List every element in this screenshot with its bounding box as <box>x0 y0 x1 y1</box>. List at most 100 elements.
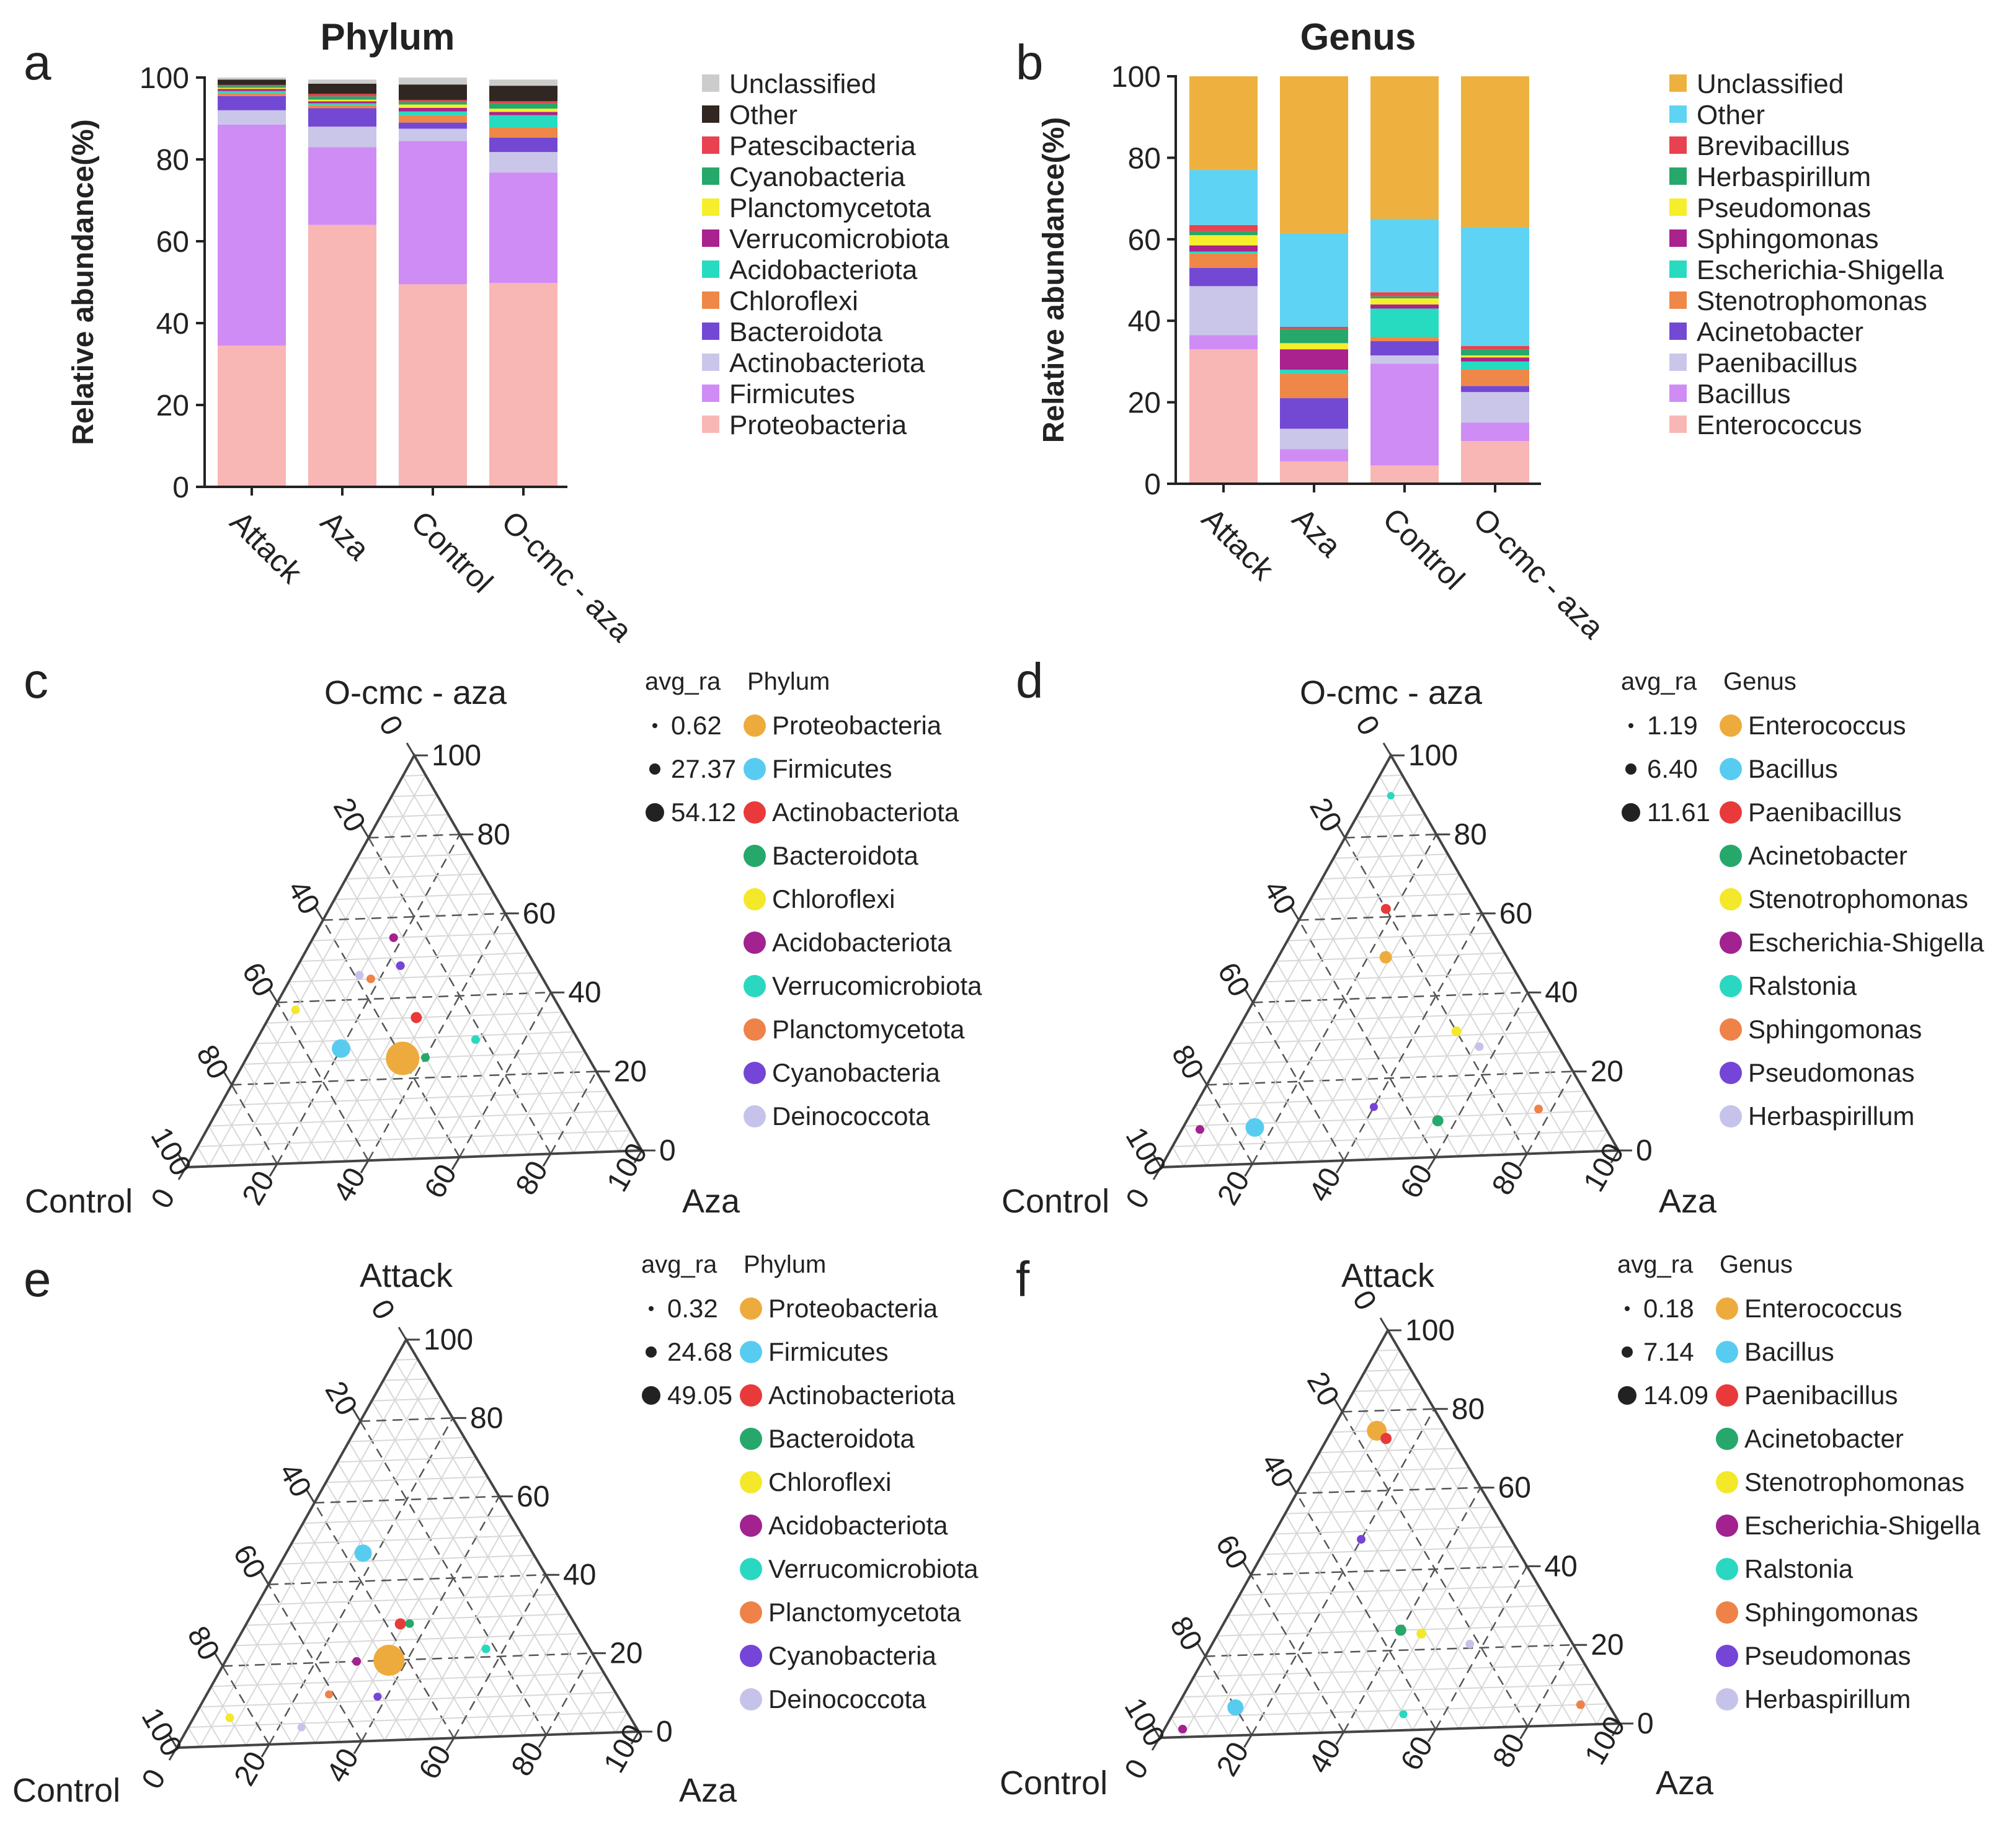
stacked-bar-chart-phylum: Phylum Relative abundance(%) 0 20 40 60 80 100 A… <box>67 16 949 648</box>
tick-label-top-axis: 80 <box>1452 1393 1485 1426</box>
data-point-acinetobacter <box>1395 1624 1406 1636</box>
grid-line-minor <box>245 1625 316 1743</box>
legend-label-proteobacteria: Proteobacteria <box>729 410 907 440</box>
color-legend-label-cyanobacteria: Cyanobacteria <box>768 1641 936 1670</box>
bar-segment-control-other <box>1370 218 1439 293</box>
grid-line-minor <box>394 1359 616 1733</box>
grid-line-minor <box>1183 775 1403 1167</box>
bar-segment-control-pseudomonas <box>1370 298 1439 305</box>
data-point-deinococcota <box>297 1723 306 1732</box>
bar-segment-o-cmc-aza-chloroflexi <box>489 127 557 138</box>
color-legend-dot-ralstonia <box>1720 975 1742 997</box>
grid-line-minor <box>1504 1625 1563 1728</box>
grid-line-minor <box>1238 1595 1321 1733</box>
bar-segment-control-firmicutes <box>399 141 467 285</box>
tick-mark-left-axis <box>260 1572 270 1585</box>
legend-swatch-bacillus <box>1669 385 1687 402</box>
grid-line-minor <box>326 1476 488 1484</box>
data-point-paenibacillus <box>1380 904 1391 914</box>
tick-label-top-axis: 0 <box>1636 1134 1653 1167</box>
grid-line-major <box>1295 1493 1437 1730</box>
tick-label-top-axis: 20 <box>1591 1056 1623 1088</box>
bar-segment-attack-verrucomicrobiota <box>218 89 286 91</box>
data-point-chloroflexi <box>291 1005 300 1015</box>
grid-line-minor <box>1356 814 1426 818</box>
legend-swatch-other <box>702 105 719 123</box>
color-legend-label-sphingomonas: Sphingomonas <box>1748 1015 1922 1044</box>
bar-segment-aza-acinetobacter <box>1280 398 1348 429</box>
bar-segment-attack-sphingomonas <box>1189 245 1258 252</box>
grid-line-major <box>222 1652 593 1667</box>
y-tick-label: 100 <box>140 62 189 95</box>
tick-mark-left-axis <box>214 1653 224 1667</box>
legend-label-escherichia-shigella: Escherichia-Shigella <box>1697 255 1944 285</box>
tick-label-right-axis: 40 <box>327 1162 373 1208</box>
grid-line-minor <box>1182 1350 1400 1738</box>
data-point-pseudomonas <box>1369 1103 1378 1111</box>
bar-segment-aza-enterococcus <box>1280 461 1348 484</box>
panel-label-c: c <box>24 653 48 708</box>
panel-label-f: f <box>1016 1252 1030 1307</box>
grid-line-minor <box>1264 972 1516 983</box>
size-legend-dot <box>652 723 657 728</box>
tick-label-right-axis: 0 <box>1119 1754 1155 1785</box>
grid-line-minor <box>371 1400 571 1735</box>
tick-label-left-axis: 0 <box>1349 710 1385 741</box>
bar-segment-o-cmc-aza-cyanobacteria <box>489 103 557 109</box>
color-legend-dot-pseudomonas <box>1720 1062 1742 1084</box>
tick-label-right-axis: 80 <box>1486 1155 1531 1201</box>
bar-segment-control-acinetobacter <box>1370 341 1439 356</box>
grid-line-minor <box>1262 1546 1516 1555</box>
tick-mark-right-axis <box>269 1163 278 1177</box>
data-point-cyanobacteria <box>396 961 405 971</box>
color-legend-dot-stenotrophomonas <box>1720 888 1742 910</box>
y-tick-label: 40 <box>156 308 189 340</box>
color-legend-dot-chloroflexi <box>744 888 766 910</box>
grid-line-major <box>1250 1574 1344 1733</box>
legend-label-actinobacteriota: Actinobacteriota <box>729 348 925 378</box>
grid-line-minor <box>1457 1012 1540 1157</box>
bar-segment-attack-acinetobacter <box>1189 267 1258 287</box>
color-legend-label-verrucomicrobiota: Verrucomicrobiota <box>772 971 982 1000</box>
bar-segment-attack-escherichia-shigella <box>1189 251 1258 254</box>
x-tick-label-control: Control <box>1376 501 1472 597</box>
color-legend-dot-paenibacillus <box>1720 801 1742 824</box>
bar-segment-o-cmc-aza-sphingomonas <box>1461 357 1529 362</box>
size-legend-value: 1.19 <box>1647 711 1698 740</box>
y-tick-label: 0 <box>1144 468 1161 501</box>
color-legend-title: Phylum <box>744 1251 826 1278</box>
grid-line-minor <box>1310 892 1471 901</box>
grid-line-minor <box>337 1456 476 1463</box>
legend-swatch-cyanobacteria <box>702 167 719 185</box>
grid-line-minor <box>390 933 518 1160</box>
panel-label-e: e <box>24 1252 51 1307</box>
legend-swatch-sphingomonas <box>1669 229 1687 247</box>
tick-label-left-axis: 100 <box>1117 1693 1171 1752</box>
tick-label-top-axis: 80 <box>470 1402 503 1435</box>
legend-label-bacillus: Bacillus <box>1697 379 1791 409</box>
y-tick-label: 80 <box>156 144 189 177</box>
tick-mark-left-axis <box>1336 825 1346 839</box>
color-legend-dot-cyanobacteria <box>744 1062 766 1084</box>
legend-swatch-acinetobacter <box>1669 323 1687 340</box>
grid-line-minor <box>188 1711 628 1728</box>
chart-title: Genus <box>1300 16 1416 58</box>
bar-segment-control-chloroflexi <box>399 115 467 123</box>
tick-label-right-axis: 80 <box>1486 1728 1532 1773</box>
bar-segment-o-cmc-aza-verrucomicrobiota <box>489 112 557 115</box>
tick-label-left-axis: 0 <box>372 710 409 741</box>
grid-line-minor <box>1287 940 1413 1159</box>
bar-segment-aza-pseudomonas <box>1280 343 1348 350</box>
tick-label-top-axis: 100 <box>1405 1314 1455 1347</box>
color-legend-label-acidobacteriota: Acidobacteriota <box>768 1511 948 1540</box>
color-legend-label-herbaspirillum: Herbaspirillum <box>1748 1101 1914 1131</box>
bar-segment-attack-herbaspirillum <box>1189 231 1258 236</box>
bar-segment-attack-bacteroidota <box>218 96 286 110</box>
tick-mark-left-axis <box>306 1490 316 1503</box>
color-legend-dot-firmicutes <box>744 758 766 780</box>
grid-line-minor <box>592 1692 616 1734</box>
apex-label-top: O-cmc - aza <box>1300 674 1483 711</box>
grid-line-minor <box>402 774 426 777</box>
grid-line-minor <box>380 814 449 818</box>
grid-line-major <box>1205 1644 1574 1657</box>
